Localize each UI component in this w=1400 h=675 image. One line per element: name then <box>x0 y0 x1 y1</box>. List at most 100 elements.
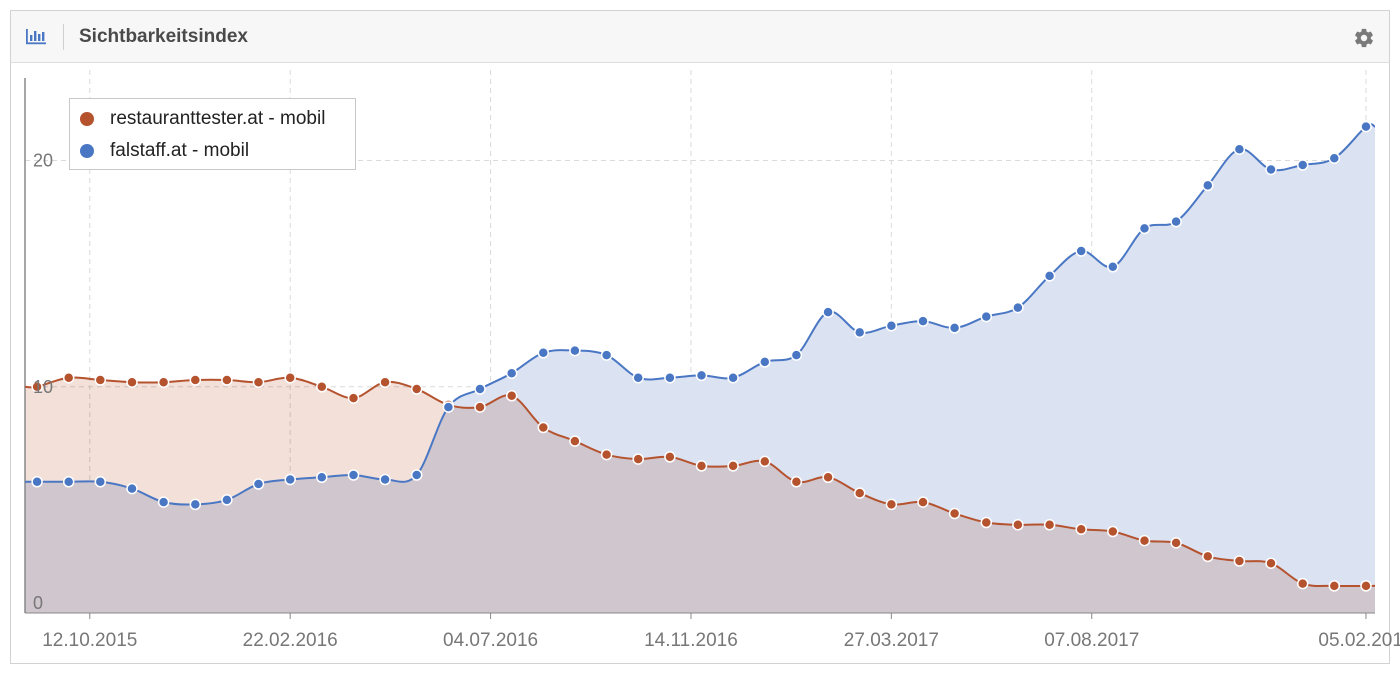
x-tick-label: 22.02.2016 <box>243 630 338 651</box>
x-tick-label: 04.07.2016 <box>443 630 538 651</box>
data-point-falstaff <box>600 349 613 361</box>
axis-layer <box>24 78 1375 619</box>
data-point-restaurant <box>600 448 613 461</box>
data-point-falstaff <box>1107 261 1119 273</box>
data-point-falstaff <box>1043 270 1056 282</box>
x-tick-label: 07.08.2017 <box>1044 630 1139 651</box>
data-point-restaurant <box>1360 580 1372 592</box>
legend-label-restauranttester: restauranttester.at - mobil <box>110 108 326 129</box>
data-point-falstaff <box>1296 159 1309 171</box>
data-point-falstaff <box>62 476 75 488</box>
data-point-restaurant <box>379 376 391 388</box>
data-point-falstaff <box>31 476 43 488</box>
data-point-restaurant <box>316 381 328 393</box>
data-point-falstaff <box>1012 301 1024 314</box>
legend-marker-falstaff <box>80 144 94 158</box>
data-point-falstaff <box>790 349 803 361</box>
data-point-falstaff <box>948 322 961 334</box>
data-point-restaurant <box>853 487 866 499</box>
data-point-restaurant <box>157 376 170 388</box>
data-point-restaurant <box>695 460 708 472</box>
y-tick-label: 20 <box>33 151 53 171</box>
data-point-falstaff <box>505 367 518 379</box>
data-point-restaurant <box>126 376 138 388</box>
data-point-restaurant <box>1265 557 1277 569</box>
data-point-falstaff <box>157 496 170 508</box>
data-point-restaurant <box>569 435 581 447</box>
data-point-restaurant <box>790 476 803 488</box>
data-point-falstaff <box>1328 152 1341 164</box>
data-point-restaurant <box>1170 537 1182 549</box>
data-point-restaurant <box>505 390 518 402</box>
panel-header: Sichtbarkeitsindex <box>11 11 1389 63</box>
data-point-restaurant <box>1296 577 1309 590</box>
data-point-falstaff <box>284 473 296 486</box>
data-point-restaurant <box>885 498 898 511</box>
data-point-falstaff <box>537 347 550 359</box>
panel-title: Sichtbarkeitsindex <box>79 26 248 47</box>
area-layer <box>25 124 1375 613</box>
data-point-falstaff <box>1075 245 1087 257</box>
x-tick-label: 12.10.2015 <box>42 630 137 651</box>
x-tick-label: 05.02.2018 <box>1318 630 1400 651</box>
legend-label-falstaff: falstaff.at - mobil <box>110 140 250 161</box>
data-point-restaurant <box>632 453 644 465</box>
data-point-falstaff <box>664 371 676 384</box>
legend-marker-restauranttester <box>80 112 94 126</box>
data-point-restaurant <box>1138 534 1151 547</box>
data-point-falstaff <box>885 319 898 332</box>
data-point-restaurant <box>1012 519 1024 531</box>
data-point-falstaff <box>1202 179 1214 192</box>
data-point-falstaff <box>94 476 107 488</box>
data-point-restaurant <box>94 374 107 386</box>
data-point-falstaff <box>853 326 866 339</box>
data-point-falstaff <box>126 482 138 495</box>
data-point-restaurant <box>1233 555 1246 567</box>
data-point-falstaff <box>917 315 929 327</box>
data-point-falstaff <box>822 306 834 318</box>
data-point-restaurant <box>252 376 265 388</box>
y-tick-label: 0 <box>33 593 43 613</box>
data-point-falstaff <box>474 383 486 395</box>
legend-item-restauranttester[interactable]: restauranttester.at - mobil <box>80 107 325 131</box>
data-point-restaurant <box>1075 523 1087 536</box>
data-point-restaurant <box>62 371 75 384</box>
data-point-restaurant <box>917 496 929 508</box>
data-point-falstaff <box>1233 143 1246 155</box>
data-point-falstaff <box>1170 215 1182 228</box>
data-point-falstaff <box>695 369 708 382</box>
data-point-falstaff <box>316 471 328 484</box>
data-point-falstaff <box>221 494 233 506</box>
data-point-restaurant <box>189 374 202 386</box>
gear-icon[interactable] <box>1353 27 1375 49</box>
data-point-restaurant <box>410 383 423 395</box>
data-point-restaurant <box>1107 525 1119 538</box>
data-point-restaurant <box>474 401 486 413</box>
area-restaurant <box>25 377 1375 613</box>
data-point-falstaff <box>569 344 581 357</box>
data-point-falstaff <box>759 356 771 368</box>
point-layer <box>31 120 1372 592</box>
data-point-restaurant <box>948 507 961 520</box>
data-point-restaurant <box>664 451 676 463</box>
data-point-falstaff <box>632 371 644 384</box>
data-point-falstaff <box>189 498 202 511</box>
data-point-falstaff <box>1138 222 1151 235</box>
data-point-restaurant <box>537 421 550 434</box>
data-point-restaurant <box>727 460 739 472</box>
data-point-restaurant <box>980 516 993 529</box>
chart-legend: restauranttester.at - mobil falstaff.at … <box>69 98 356 170</box>
data-point-falstaff <box>442 401 455 413</box>
data-point-falstaff <box>379 473 391 486</box>
data-point-restaurant <box>1328 580 1341 592</box>
data-point-falstaff <box>410 469 423 481</box>
data-point-restaurant <box>759 455 771 468</box>
legend-item-falstaff[interactable]: falstaff.at - mobil <box>80 139 249 163</box>
data-point-falstaff <box>1360 120 1372 133</box>
data-point-falstaff <box>347 469 360 481</box>
bar-chart-icon <box>26 29 46 45</box>
data-point-restaurant <box>1202 550 1214 563</box>
data-point-falstaff <box>727 371 739 384</box>
data-point-falstaff <box>980 310 993 323</box>
